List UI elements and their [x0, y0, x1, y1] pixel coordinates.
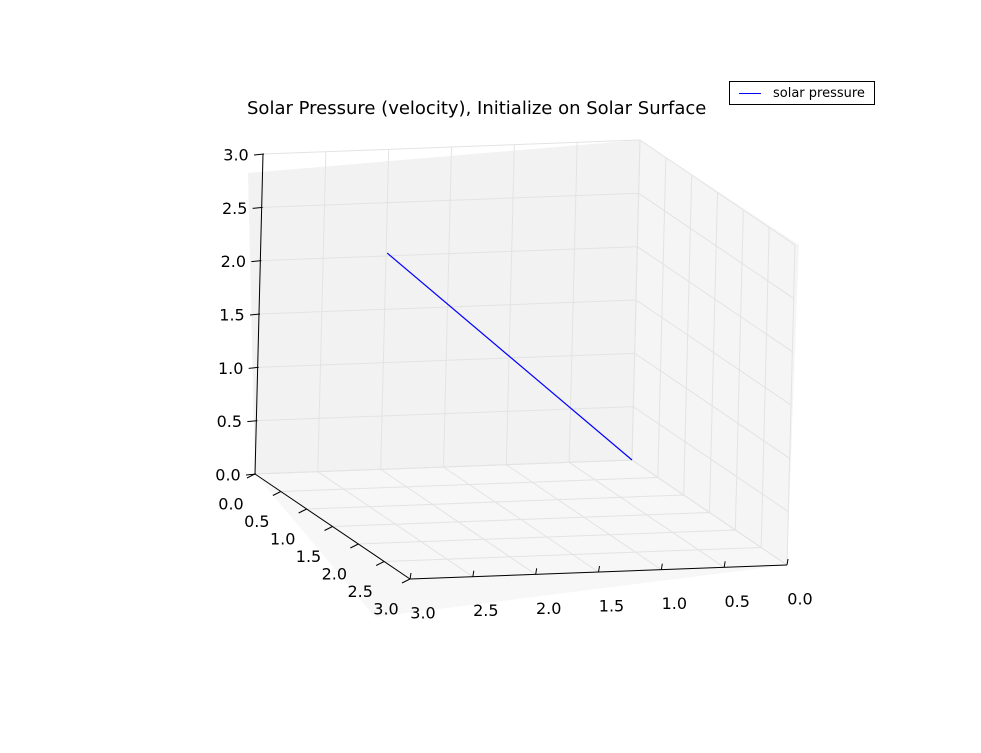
gridline-z-back: [257, 352, 635, 368]
z-tick-label: 1.0: [218, 359, 243, 378]
y-tick: [272, 491, 282, 496]
gridline-z-side: [637, 246, 793, 353]
gridline-z-back: [256, 406, 634, 422]
y-tick-label: 2.5: [347, 582, 372, 601]
x-tick-label: 2.0: [536, 599, 561, 618]
gridline-z-back: [260, 246, 638, 262]
z-tick-label: 0.0: [215, 466, 240, 485]
z-tick: [245, 473, 257, 476]
legend: solar pressure: [729, 81, 875, 105]
z-tick-label: 0.5: [217, 412, 242, 431]
z-tick-label: 1.5: [219, 306, 244, 325]
gridline-z-back: [258, 299, 637, 315]
gridline-z-side: [638, 192, 794, 299]
x-tick: [472, 570, 475, 577]
z-tick: [252, 206, 263, 209]
z-tick: [249, 313, 261, 316]
z-tick-label: 2.0: [221, 252, 246, 271]
chart-title: Solar Pressure (velocity), Initialize on…: [247, 98, 707, 119]
gridline-y-floor: [280, 477, 658, 492]
x-tick-label: 3.0: [410, 604, 435, 623]
x-tick: [535, 568, 538, 575]
gridline-y-floor: [358, 529, 736, 545]
gridline-z-side: [634, 352, 790, 459]
z-tick: [247, 420, 258, 423]
x-tick: [786, 558, 789, 566]
y-tick-label: 3.0: [373, 600, 398, 619]
y-tick: [375, 561, 385, 566]
gridline-y-floor: [384, 547, 762, 562]
gridline-z-side: [635, 299, 792, 406]
gridline-z-back: [254, 459, 633, 475]
gridline-z-side: [633, 406, 789, 513]
y-tick: [401, 578, 411, 584]
gridline-y-floor: [306, 494, 684, 510]
z-tick: [251, 260, 262, 263]
series-line-0: [386, 252, 633, 461]
y-tick-label: 0.0: [218, 495, 243, 514]
x-tick-label: 2.5: [473, 601, 498, 620]
side-pane: [632, 140, 799, 565]
z-tick-label: 2.5: [222, 199, 247, 218]
y-tick-label: 2.0: [322, 565, 347, 584]
gridline-y-floor: [332, 512, 710, 527]
z-tick-label: 3.0: [223, 146, 248, 165]
legend-line-swatch: [739, 93, 761, 94]
x-tick: [598, 565, 600, 573]
y-tick: [350, 543, 359, 549]
y-tick: [298, 508, 307, 514]
gridline-z-side: [631, 459, 788, 566]
x-tick: [660, 563, 663, 570]
z-tick: [248, 366, 259, 369]
gridline-z-back: [261, 192, 639, 208]
x-tick-label: 0.0: [787, 590, 812, 609]
y-tick-label: 1.5: [296, 547, 321, 566]
x-tick-label: 0.5: [724, 592, 749, 611]
y-tick-label: 1.0: [270, 530, 295, 549]
x-tick-label: 1.5: [599, 597, 624, 616]
y-tick-label: 0.5: [244, 512, 269, 531]
x-tick-label: 1.0: [662, 594, 687, 613]
floor-pane: [255, 460, 787, 617]
legend-label: solar pressure: [773, 86, 865, 101]
x-tick: [409, 572, 412, 580]
gridline-z-back: [262, 139, 641, 155]
x-tick: [723, 561, 726, 568]
z-tick: [253, 153, 265, 156]
gridline-z-side: [639, 139, 796, 246]
y-tick: [324, 526, 333, 531]
